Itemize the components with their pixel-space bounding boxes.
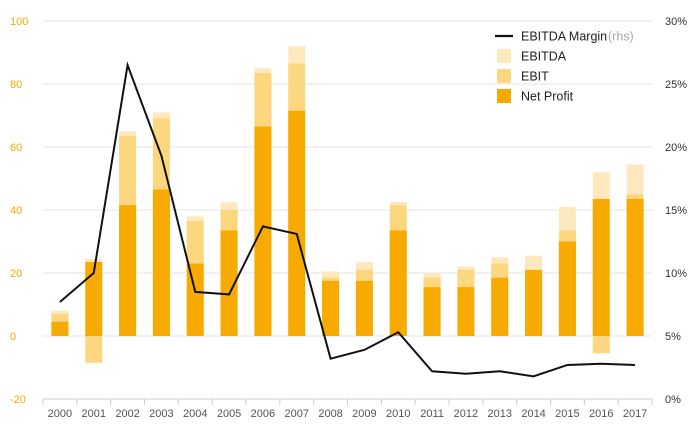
net-profit-bar [51, 321, 69, 336]
x-tick-label: 2015 [555, 408, 579, 420]
net-profit-bar [389, 230, 407, 336]
net-profit-bar [626, 198, 644, 336]
net-profit-bar [322, 280, 340, 336]
left-tick-label: -20 [10, 394, 26, 406]
ebitda-margin-line-group [59, 61, 636, 378]
net-profit-bar [592, 198, 610, 336]
legend-note-rhs: (rhs) [608, 30, 634, 44]
net-profit-bar [288, 110, 306, 337]
left-tick-label: 100 [10, 16, 28, 28]
net-profit-bar [525, 269, 543, 336]
left-tick-label: 0 [10, 331, 16, 343]
net-profit-bar [186, 263, 204, 336]
bar-series [51, 46, 644, 363]
x-tick-label: 2011 [420, 408, 444, 420]
x-tick-label: 2009 [352, 408, 376, 420]
x-tick-label: 2017 [623, 408, 647, 420]
left-tick-label: 60 [10, 142, 22, 154]
x-axis: 2000 2001 2002 2003 2004 2005 2006 2007 2008 2009… [42, 398, 653, 420]
x-tick-label: 2006 [251, 408, 275, 420]
legend: EBITDA Margin (rhs) EBITDA EBIT Net Prof… [495, 30, 634, 104]
net-profit-bar [119, 205, 137, 336]
left-axis-ticks: -20 0 20 40 60 80 100 [10, 16, 28, 406]
right-tick-label: 20% [665, 142, 687, 154]
legend-label-ebitda: EBITDA [521, 50, 567, 64]
x-tick-label: 2007 [285, 408, 309, 420]
left-tick-label: 80 [10, 79, 22, 91]
x-tick-label: 2008 [318, 408, 342, 420]
right-tick-label: 15% [665, 205, 687, 217]
ebit-bar [85, 336, 103, 363]
gridlines [43, 20, 652, 400]
net-profit-bar [423, 287, 441, 336]
left-tick-label: 40 [10, 205, 22, 217]
legend-label-ebit: EBIT [521, 70, 549, 84]
right-tick-label: 25% [665, 79, 687, 91]
legend-label-net-profit: Net Profit [521, 90, 574, 104]
x-tick-label: 2001 [82, 408, 106, 420]
net-profit-bar [457, 287, 475, 336]
x-tick-label: 2000 [48, 408, 72, 420]
legend-swatch-ebit [497, 69, 511, 83]
ebit-bar [592, 336, 610, 354]
right-tick-label: 0% [665, 394, 681, 406]
net-profit-bar [85, 261, 103, 336]
x-tick-label: 2002 [115, 408, 139, 420]
legend-swatch-ebitda [497, 49, 511, 63]
x-tick-label: 2012 [454, 408, 478, 420]
right-tick-label: 10% [665, 268, 687, 280]
net-profit-bar [254, 126, 272, 337]
x-tick-label: 2010 [386, 408, 410, 420]
legend-swatch-net-profit [497, 89, 511, 103]
x-tick-label: 2004 [183, 408, 207, 420]
net-profit-bar [355, 280, 373, 336]
legend-label-ebitda-margin: EBITDA Margin [521, 30, 607, 44]
x-tick-label: 2005 [217, 408, 241, 420]
x-tick-label: 2014 [521, 408, 545, 420]
net-profit-bar [558, 241, 576, 336]
right-tick-label: 30% [665, 16, 687, 28]
x-tick-label: 2016 [589, 408, 613, 420]
x-tick-label: 2003 [149, 408, 173, 420]
net-profit-bar [152, 189, 170, 336]
ebitda-margin-line [59, 61, 636, 378]
net-profit-bar [220, 230, 238, 336]
x-tick-label: 2013 [488, 408, 512, 420]
right-tick-label: 5% [665, 331, 681, 343]
net-profit-bar [491, 277, 509, 336]
left-tick-label: 20 [10, 268, 22, 280]
right-axis-ticks: 0% 5% 10% 15% 20% 25% 30% [665, 16, 687, 406]
